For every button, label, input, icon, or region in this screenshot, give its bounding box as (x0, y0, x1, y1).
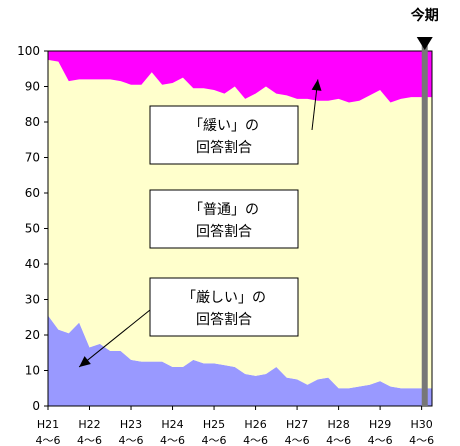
callout-arrow-head (79, 356, 91, 367)
chart-axes: 0 10 20 30 40 50 60 70 80 90 100 H21 4～6 H22 4～6 H23 4～6… (17, 44, 434, 446)
area-series-3 (48, 51, 432, 103)
x-tick-label-year: H26 (244, 418, 266, 431)
x-tick-label-months: 4～6 (409, 434, 434, 446)
callout-2: 「普通」の回答割合 (149, 189, 299, 249)
callout-1: 「厳しい」の回答割合 (78, 277, 299, 368)
marker-label: 今期 (410, 7, 439, 24)
x-tick-label-months: 4～6 (160, 434, 185, 446)
y-tick-label: 40 (25, 257, 40, 271)
y-tick-label: 0 (32, 399, 40, 413)
x-tick-label-year: H22 (78, 418, 100, 431)
x-tick-label-year: H28 (327, 418, 349, 431)
y-tick-label: 50 (25, 222, 40, 236)
callout-arrow-line (78, 309, 151, 368)
x-tick-label-months: 4～6 (77, 434, 102, 446)
x-tick-label-months: 4～6 (326, 434, 351, 446)
chart-labels: 「緩い」の回答割合「普通」の回答割合「厳しい」の回答割合 (78, 79, 322, 368)
x-tick-label-year: H27 (286, 418, 308, 431)
x-tick-label-months: 4～6 (202, 434, 227, 446)
x-tick-label-year: H29 (369, 418, 391, 431)
x-tick-label-months: 4～6 (243, 434, 268, 446)
current-period-marker: 今期 (410, 7, 439, 406)
area-series-1 (48, 315, 432, 406)
callout-3: 「緩い」の回答割合 (149, 79, 322, 165)
series-label: 「厳しい」の回答割合 (182, 290, 266, 328)
marker-triangle (416, 37, 433, 50)
x-tick-label-year: H21 (37, 418, 59, 431)
y-tick-label: 70 (25, 151, 40, 165)
y-tick-label: 100 (17, 44, 40, 58)
y-tick-label: 10 (25, 364, 40, 378)
y-tick-label: 90 (25, 80, 40, 94)
series-label: 「普通」の回答割合 (189, 202, 259, 240)
x-tick-label-months: 4～6 (119, 434, 144, 446)
x-tick-label-year: H24 (161, 418, 183, 431)
x-tick-label-months: 4～6 (285, 434, 310, 446)
marker-bar (421, 41, 428, 406)
callout-box (149, 189, 299, 249)
x-tick-label-year: H25 (203, 418, 225, 431)
callout-box (149, 277, 299, 337)
callout-arrow-head (311, 79, 322, 91)
x-tick-label-year: H30 (410, 418, 432, 431)
x-tick-label-months: 4～6 (36, 434, 61, 446)
y-tick-label: 80 (25, 115, 40, 129)
x-tick-label-year: H23 (120, 418, 142, 431)
y-tick-label: 20 (25, 328, 40, 342)
callout-box (149, 105, 299, 165)
y-tick-label: 30 (25, 293, 40, 307)
series-label: 「緩い」の回答割合 (189, 118, 259, 156)
y-tick-label: 60 (25, 186, 40, 200)
x-tick-label-months: 4～6 (368, 434, 393, 446)
